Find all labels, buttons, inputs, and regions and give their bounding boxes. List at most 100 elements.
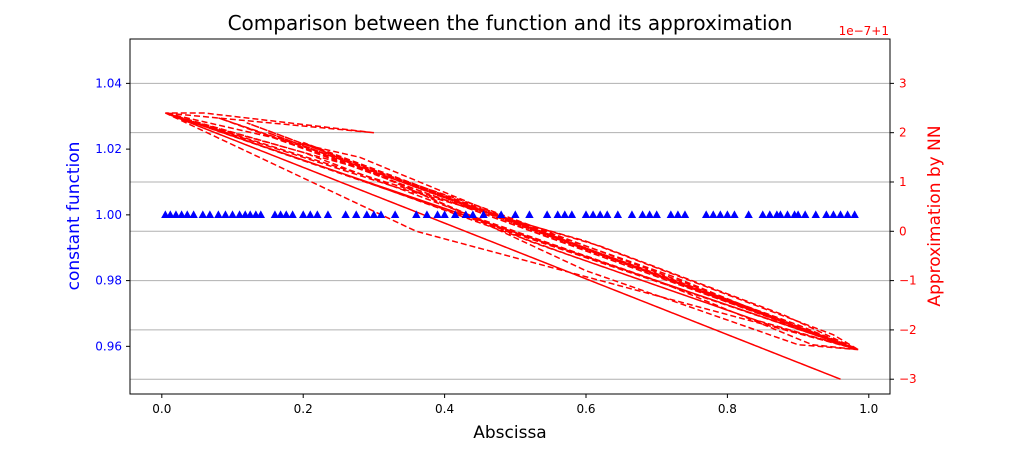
constant-function-marker: [811, 210, 820, 219]
constant-function-marker: [496, 210, 506, 219]
constant-function-marker: [673, 210, 683, 219]
data-layer: [161, 112, 859, 380]
constant-function-marker: [645, 210, 654, 219]
constant-function-marker: [553, 210, 562, 219]
constant-function-marker: [422, 210, 432, 219]
constant-function-marker: [800, 210, 810, 219]
constant-function-marker: [166, 210, 175, 219]
y-right-tick-label: 0: [899, 224, 907, 238]
constant-function-marker: [567, 210, 577, 219]
constant-function-marker: [843, 210, 852, 219]
constant-function-marker: [709, 210, 718, 219]
constant-function-marker: [362, 210, 372, 219]
x-tick-label: 0.4: [435, 402, 454, 416]
y-left-tick-label: 0.98: [95, 274, 122, 288]
constant-function-marker: [511, 210, 520, 219]
constant-function-marker: [282, 210, 291, 219]
constant-function-marker: [214, 210, 223, 219]
constant-function-marker: [412, 210, 421, 219]
y-right-tick-label: 3: [899, 76, 907, 90]
constant-function-marker: [603, 210, 612, 219]
y-left-tick-label: 0.96: [95, 339, 122, 353]
constant-function-marker: [433, 210, 442, 219]
constant-function-marker: [776, 210, 785, 219]
constant-function-marker: [730, 210, 739, 219]
constant-function-marker: [822, 210, 831, 219]
constant-function-marker: [313, 210, 322, 219]
constant-function-marker: [758, 210, 767, 219]
y-left-tick-label: 1.02: [95, 142, 122, 156]
constant-function-marker: [245, 210, 255, 219]
plot-frame: [129, 38, 891, 395]
constant-function-marker: [829, 210, 838, 219]
x-tick-label: 0.0: [152, 402, 171, 416]
constant-function-marker: [256, 210, 265, 219]
constant-function-marker: [542, 210, 552, 219]
constant-function-marker: [701, 210, 711, 219]
constant-function-marker: [440, 210, 449, 219]
constant-function-marker: [525, 210, 534, 219]
constant-function-marker: [299, 210, 308, 219]
constant-function-marker: [306, 210, 315, 219]
y-right-tick-label: −3: [899, 372, 917, 386]
constant-function-marker: [341, 210, 350, 219]
x-tick-label: 1.0: [859, 402, 878, 416]
constant-function-marker: [479, 210, 488, 219]
constant-function-marker: [235, 210, 244, 219]
constant-function-marker: [183, 210, 192, 219]
constant-function-marker: [581, 210, 591, 219]
constant-function-marker: [613, 210, 623, 219]
constant-function-marker: [198, 210, 208, 219]
constant-function-marker: [228, 210, 237, 219]
constant-function-marker: [390, 210, 400, 219]
x-tick-label: 0.2: [294, 402, 313, 416]
constant-function-marker: [451, 210, 460, 219]
constant-function-marker: [376, 210, 386, 219]
constant-function-marker: [323, 210, 333, 219]
constant-function-marker: [783, 210, 792, 219]
x-axis-label: Abscissa: [473, 423, 546, 443]
constant-function-marker: [369, 210, 379, 219]
constant-function-marker: [189, 210, 198, 219]
constant-function-marker: [595, 210, 605, 219]
constant-function-marker: [638, 210, 647, 219]
constant-function-marker: [666, 210, 676, 219]
approximation-line: [164, 112, 859, 380]
constant-function-marker: [560, 210, 569, 219]
grid-layer: [130, 82, 890, 380]
y-right-tick-label: −2: [899, 323, 917, 337]
constant-function-marker: [276, 210, 285, 219]
constant-function-marker: [850, 210, 859, 219]
chart-title: Comparison between the function and its …: [228, 11, 793, 35]
y-right-tick-label: −1: [899, 274, 917, 288]
constant-function-marker: [461, 210, 471, 219]
x-tick-label: 0.8: [718, 402, 737, 416]
x-tick-label: 0.6: [576, 402, 595, 416]
constant-function-marker: [205, 210, 215, 219]
y-axis-left-label: constant function: [64, 142, 84, 291]
constant-function-marker: [765, 210, 775, 219]
y-left-tick-label: 1.04: [95, 76, 122, 90]
constant-function-marker: [716, 210, 725, 219]
constant-function-marker: [177, 210, 186, 219]
y-axis-right-offset-text: 1e−7+1: [839, 24, 889, 38]
y-right-tick-label: 1: [899, 175, 907, 189]
constant-function-marker: [744, 210, 753, 219]
axis-layer: 0.0 0.2 0.4 0.6 0.8 1.0 0.96 0.98 1.00 1.02 1.04 −3…: [95, 76, 916, 416]
constant-function-marker: [652, 210, 661, 219]
constant-function-marker: [588, 210, 598, 219]
constant-function-marker: [723, 210, 732, 219]
constant-function-marker: [793, 210, 803, 219]
y-axis-right-label: Approximation by NN: [925, 125, 945, 306]
y-left-tick-label: 1.00: [95, 208, 122, 222]
constant-function-marker: [627, 210, 637, 219]
constant-function-marker: [171, 210, 181, 219]
y-right-tick-label: 2: [899, 126, 907, 140]
constant-function-marker: [352, 210, 361, 219]
constant-function-marker: [836, 210, 845, 219]
constant-function-marker: [288, 210, 297, 219]
constant-function-marker: [270, 210, 280, 219]
constant-function-marker: [680, 210, 690, 219]
constant-function-marker: [221, 210, 230, 219]
